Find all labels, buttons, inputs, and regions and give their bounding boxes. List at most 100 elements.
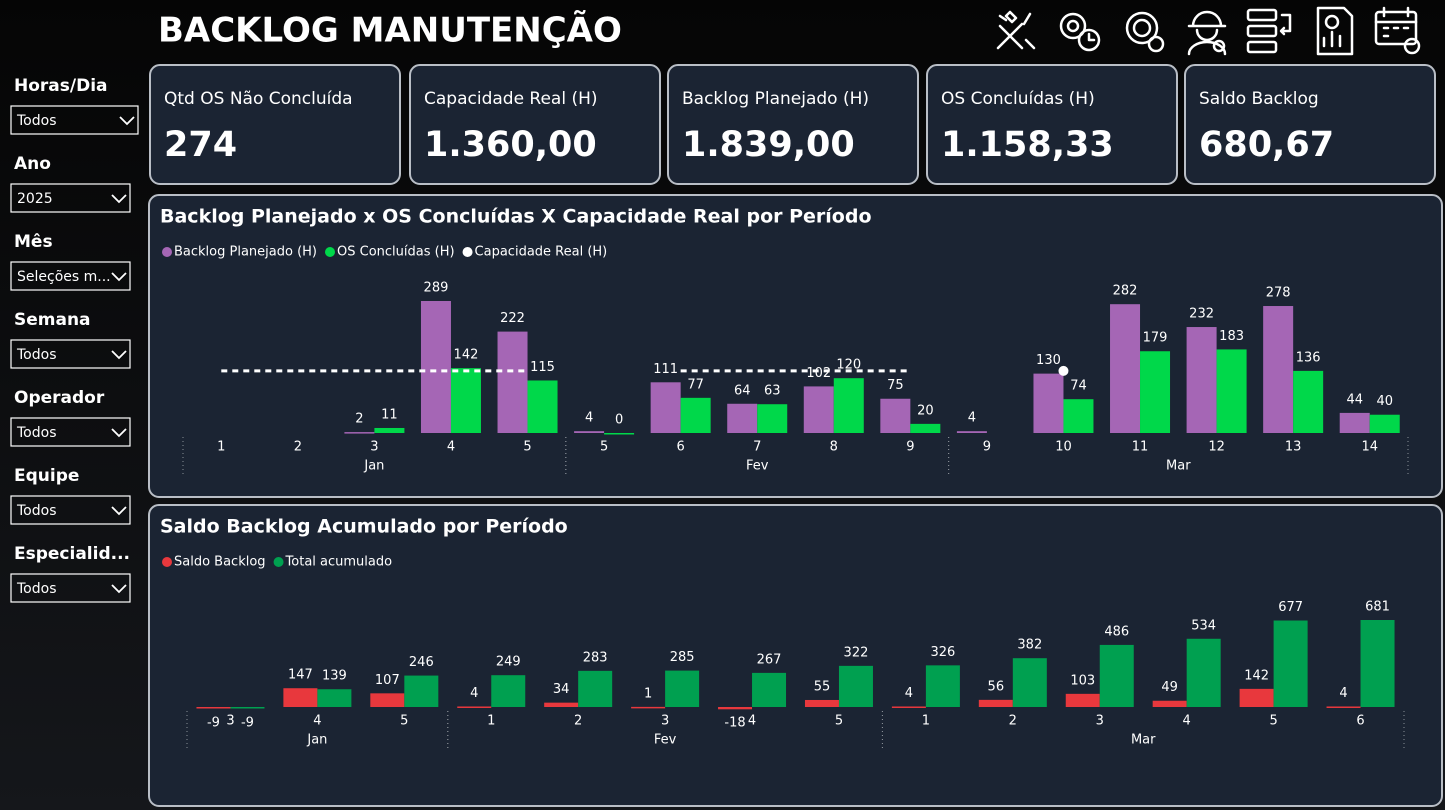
x-tick-label: 12: [1208, 440, 1225, 455]
chart-title: Saldo Backlog Acumulado por Período: [160, 516, 568, 538]
filter-value: Todos: [16, 425, 56, 441]
x-tick-label: 4: [748, 714, 756, 729]
chart-title: Backlog Planejado x OS Concluídas X Capa…: [160, 206, 872, 228]
x-group-label: Mar: [1166, 459, 1191, 474]
bar: [578, 670, 613, 707]
legend-swatch: [162, 247, 172, 257]
bar: [527, 380, 558, 433]
data-label: 11: [381, 407, 398, 422]
bar: [230, 707, 265, 709]
data-label: 63: [764, 384, 781, 399]
legend-label: Total acumulado: [285, 555, 393, 570]
data-label: -9: [207, 716, 220, 731]
filter-dropdown[interactable]: [10, 417, 131, 447]
data-label: -18: [724, 716, 745, 731]
data-label: 40: [1376, 394, 1393, 409]
data-label: 147: [288, 668, 313, 683]
bar: [1273, 620, 1308, 707]
kpi-card: [409, 64, 661, 185]
filter-dropdown[interactable]: [10, 573, 131, 603]
x-tick-label: 3: [226, 714, 234, 729]
bar: [891, 706, 926, 708]
x-tick-label: 3: [1096, 714, 1104, 729]
bar: [491, 675, 526, 707]
x-tick-label: 4: [313, 714, 321, 729]
legend-swatch: [325, 247, 335, 257]
x-tick-label: 14: [1361, 440, 1378, 455]
kpi-label: OS Concluídas (H): [941, 89, 1095, 109]
bar: [650, 382, 681, 433]
bar: [757, 404, 788, 433]
bar: [910, 423, 941, 433]
filter-value: Seleções m...: [17, 269, 111, 285]
data-label: 322: [844, 645, 869, 660]
x-tick-label: 7: [753, 440, 761, 455]
bar: [1110, 304, 1141, 433]
x-tick-label: 1: [487, 714, 495, 729]
bar: [574, 431, 605, 433]
data-label: 64: [734, 383, 751, 398]
bar: [803, 386, 834, 433]
filter-dropdown[interactable]: [10, 495, 131, 525]
filter-dropdown[interactable]: [10, 105, 139, 135]
chart-panel: [148, 194, 1443, 498]
kpi-label: Saldo Backlog: [1199, 89, 1319, 109]
kpi-value: 1.360,00: [424, 125, 597, 165]
legend-label: Backlog Planejado (H): [174, 245, 317, 260]
data-label: 4: [968, 411, 976, 426]
dropdown-chevron: [111, 272, 127, 282]
bar: [374, 427, 405, 433]
legend-swatch: [273, 557, 284, 567]
bar: [604, 433, 635, 435]
data-label: 44: [1346, 392, 1363, 407]
data-label: 111: [653, 362, 678, 377]
bar: [880, 398, 911, 433]
bar: [1099, 644, 1134, 707]
data-label: 681: [1365, 600, 1390, 615]
bar: [370, 693, 405, 707]
filter-value: Todos: [16, 347, 56, 363]
x-tick-label: 5: [1269, 714, 1277, 729]
x-tick-label: 6: [677, 440, 685, 455]
filter-label: Horas/Dia: [14, 76, 108, 96]
dropdown-chevron: [119, 116, 135, 126]
bar: [283, 688, 318, 707]
x-tick-label: 10: [1055, 440, 1072, 455]
bar: [925, 665, 960, 707]
x-tick-label: 1: [922, 714, 930, 729]
bar: [317, 689, 352, 707]
dropdown-chevron: [111, 194, 127, 204]
chart-panel: [148, 504, 1443, 807]
bar: [457, 706, 492, 708]
data-label: 107: [375, 673, 400, 688]
bar: [838, 665, 873, 707]
bar: [1369, 414, 1400, 433]
bar: [497, 331, 528, 433]
filter-dropdown[interactable]: [10, 261, 131, 291]
data-label: 56: [988, 679, 1005, 694]
data-label: 232: [1189, 307, 1214, 322]
filter-value: Todos: [16, 581, 56, 597]
filter-dropdown[interactable]: [10, 183, 131, 213]
data-label: 0: [615, 413, 623, 428]
legend-swatch: [162, 557, 172, 567]
bar: [833, 378, 864, 433]
bar: [1033, 373, 1064, 433]
x-tick-label: 6: [1356, 714, 1364, 729]
data-label: 55: [814, 679, 831, 694]
kpi-value: 680,67: [1199, 125, 1334, 165]
kpi-card: [926, 64, 1178, 185]
data-label: 382: [1017, 638, 1042, 653]
filter-dropdown[interactable]: [10, 339, 131, 369]
bar: [544, 702, 579, 707]
data-label: 4: [905, 686, 913, 701]
data-label: 49: [1161, 680, 1178, 695]
data-label: 326: [930, 645, 955, 660]
data-label: 282: [1113, 284, 1138, 299]
bar: [631, 706, 666, 709]
legend-label: Saldo Backlog: [174, 555, 266, 570]
data-label: 534: [1191, 618, 1216, 633]
x-tick-label: 5: [600, 440, 608, 455]
x-group-label: Fev: [746, 459, 769, 474]
data-label: 34: [553, 682, 570, 697]
